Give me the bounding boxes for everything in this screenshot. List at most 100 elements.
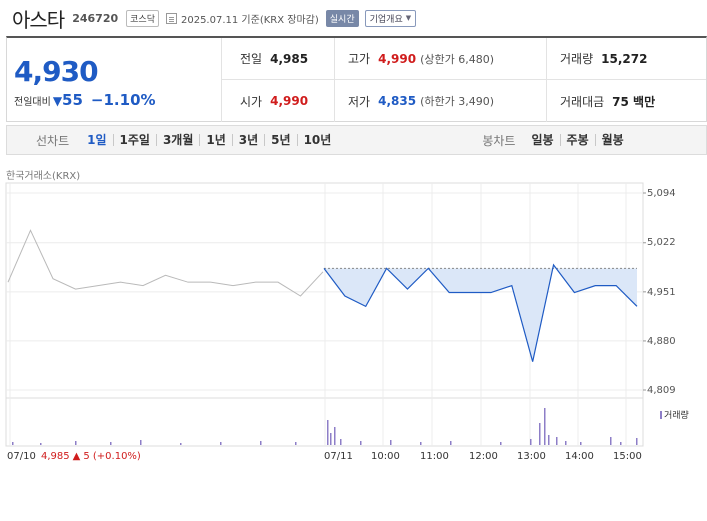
period-10y[interactable]: 10년: [296, 134, 338, 146]
lower-limit: (하한가 3,490): [420, 95, 494, 108]
x-tick: 07/11: [324, 451, 353, 462]
current-price: 4,930: [14, 55, 99, 88]
diff-percent: −1.10%: [90, 91, 156, 109]
period-5y[interactable]: 5년: [264, 134, 296, 146]
stock-code: 246720: [72, 11, 119, 25]
y-tick: 4,809: [647, 385, 676, 396]
prev-close-value: 4,985: [270, 51, 309, 66]
volume-legend: 거래량: [660, 408, 689, 421]
volume-bar: [500, 442, 502, 445]
live-button[interactable]: 실시간: [325, 9, 359, 27]
volume-bar: [75, 441, 77, 445]
volume-bar: [180, 443, 182, 445]
volume-bar: [636, 438, 638, 445]
high-label: 고가: [348, 52, 371, 66]
exchange-label: 한국거래소(KRX): [6, 171, 81, 182]
x-tick: 07/10: [7, 451, 36, 462]
volume-bar: [556, 437, 558, 445]
high-cell: 고가 4,990 (상한가 6,480): [348, 38, 494, 80]
calendar-icon: [165, 12, 177, 24]
candle-chart-label: 봉차트: [482, 133, 516, 148]
divider: [334, 38, 335, 122]
period-toolbar: 선차트 1일 1주일 3개월 1년 3년 5년 10년 봉차트 일봉 주봉 월봉: [6, 125, 707, 155]
volume-bar: [580, 442, 582, 445]
volume-legend-label: 거래량: [664, 411, 689, 421]
volume-cell: 거래량 15,272: [560, 38, 647, 80]
y-tick: 4,951: [647, 287, 676, 298]
open-value: 4,990: [270, 94, 309, 108]
up-arrow-icon: ▲: [72, 451, 81, 462]
volume-bar: [420, 442, 422, 445]
market-badge: 코스닥: [126, 9, 159, 27]
low-cell: 저가 4,835 (하한가 3,490): [348, 80, 494, 122]
prev-day-change: 5 (+0.10%): [83, 451, 141, 462]
volume-bar: [360, 441, 362, 445]
price-summary: 4,930 전일대비 ▼ 55 −1.10% 전일 4,985 고가 4,990 (상…: [6, 36, 707, 122]
candle-monthly[interactable]: 월봉: [594, 134, 630, 146]
prev-day-close: 4,985: [41, 451, 70, 462]
volume-bar: [548, 435, 550, 445]
chevron-down-icon: ▼: [405, 14, 412, 22]
stock-name: 아스타: [12, 7, 65, 32]
low-label: 저가: [348, 94, 371, 109]
period-1d[interactable]: 1일: [87, 133, 107, 147]
amount-cell: 거래대금 75 백만: [560, 80, 655, 122]
divider: [546, 38, 547, 122]
volume-bar: [340, 439, 342, 445]
y-tick: 5,022: [647, 237, 676, 248]
volume-bar: [330, 433, 332, 445]
current-price-box: 4,930 전일대비 ▼ 55 −1.10%: [7, 38, 222, 122]
volume-bar: [390, 440, 392, 445]
volume-value: 15,272: [601, 51, 648, 66]
y-tick: 5,094: [647, 188, 676, 199]
price-change-row: 전일대비 ▼ 55 −1.10%: [14, 91, 156, 109]
period-3y[interactable]: 3년: [231, 134, 264, 146]
prev-close-cell: 전일 4,985: [240, 38, 308, 80]
volume-label: 거래량: [560, 52, 594, 66]
open-label: 시가: [240, 94, 263, 109]
x-tick: 13:00: [517, 451, 546, 462]
quote-row-2: 시가 4,990 저가 4,835 (하한가 3,490) 거래대금 75 백만: [222, 80, 706, 122]
x-tick: 11:00: [420, 451, 449, 462]
volume-bar: [12, 442, 14, 445]
volume-bar: [620, 442, 622, 445]
candle-weekly[interactable]: 주봉: [559, 134, 595, 146]
period-1w[interactable]: 1주일: [112, 134, 156, 146]
line-chart-label: 선차트: [36, 133, 70, 148]
volume-bar: [539, 423, 541, 445]
stock-header: 아스타 246720 코스닥 2025.07.11 기준(KRX 장마감) 실시…: [0, 0, 707, 36]
volume-bar: [40, 443, 42, 445]
down-arrow-icon: ▼: [52, 94, 63, 108]
volume-bar: [530, 439, 532, 445]
diff-label: 전일대비: [14, 97, 51, 108]
candle-daily[interactable]: 일봉: [531, 133, 554, 147]
volume-bar: [565, 441, 567, 445]
volume-bar: [295, 442, 297, 445]
volume-swatch: [660, 410, 662, 419]
volume-bar: [110, 442, 112, 445]
x-tick: 14:00: [565, 451, 594, 462]
high-value: 4,990: [378, 51, 417, 66]
prev-day-line: [7, 229, 324, 297]
volume-bar: [334, 427, 336, 445]
upper-limit: (상한가 6,480): [420, 52, 494, 66]
prev-day-summary: 4,985 ▲ 5 (+0.10%): [41, 451, 141, 462]
today-area: [324, 264, 637, 362]
y-tick: 4,880: [647, 336, 676, 347]
low-value: 4,835: [378, 94, 417, 108]
volume-bar: [327, 420, 329, 445]
x-tick: 15:00: [613, 451, 642, 462]
company-info-button[interactable]: 기업개요 ▼: [364, 9, 417, 27]
period-3m[interactable]: 3개월: [155, 134, 199, 146]
prev-close-label: 전일: [240, 52, 263, 66]
diff-value: 55: [62, 91, 83, 109]
period-1y[interactable]: 1년: [199, 134, 231, 146]
quote-row-1: 전일 4,985 고가 4,990 (상한가 6,480) 거래량 15,272: [222, 38, 706, 80]
volume-bar: [220, 442, 222, 445]
x-tick: 10:00: [371, 451, 400, 462]
open-cell: 시가 4,990: [240, 80, 308, 122]
volume-bar: [450, 441, 452, 445]
volume-bar: [260, 441, 262, 445]
volume-bar: [140, 440, 142, 445]
